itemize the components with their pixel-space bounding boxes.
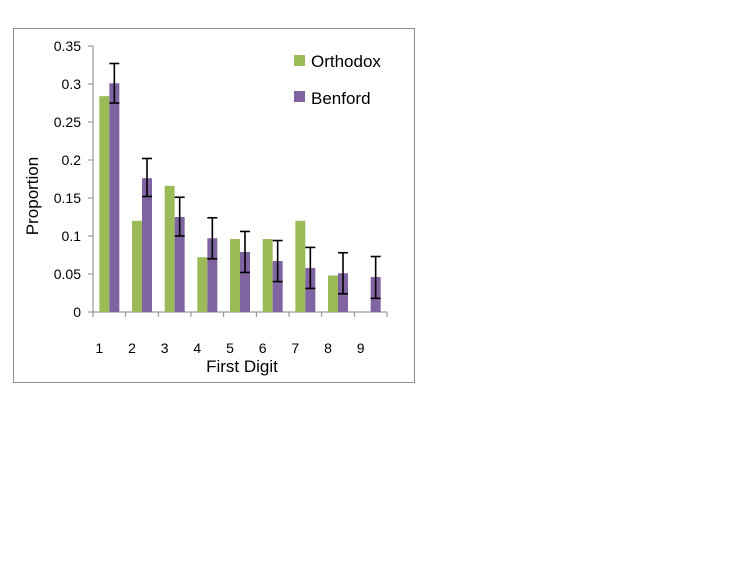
bar-benford-5: [240, 251, 250, 312]
y-tick-label: 0.05: [54, 266, 81, 282]
bar-orthodox-7: [295, 220, 306, 312]
y-tick-label: 0: [73, 304, 81, 320]
bar-orthodox-2: [132, 220, 142, 312]
x-tick-label-9: 9: [357, 340, 365, 356]
x-tick-label-1: 1: [95, 340, 103, 356]
y-tick-label: 0.2: [62, 152, 82, 168]
plot-area: 0 0.05 0.1 0.15 0.2 0.25 0.3 0.35 1 2 3 4 5 6 7 8 9: [54, 38, 388, 356]
y-axis-title: Proportion: [23, 157, 42, 235]
y-tick-label: 0.25: [54, 114, 81, 130]
x-tick-label-6: 6: [259, 340, 267, 356]
x-tick-label-4: 4: [193, 340, 201, 356]
bar-benford-7: [305, 267, 316, 312]
bar-orthodox-3: [164, 185, 175, 312]
x-tick-label-7: 7: [291, 340, 299, 356]
bar-orthodox-8: [328, 275, 338, 312]
chart-frame: 0 0.05 0.1 0.15 0.2 0.25 0.3 0.35 1 2 3 4 5 6 7 8 9 Prop…: [13, 28, 415, 383]
bar-orthodox-4: [197, 257, 208, 312]
x-tick-label-2: 2: [128, 340, 136, 356]
bar-orthodox-6: [262, 239, 273, 312]
legend-swatch-orthodox: [294, 55, 305, 66]
y-tick-label: 0.1: [62, 228, 82, 244]
x-axis-title: First Digit: [206, 357, 278, 376]
y-tick-label: 0.35: [54, 38, 81, 54]
legend-label-orthodox: Orthodox: [311, 52, 381, 71]
bar-orthodox-1: [99, 96, 110, 312]
x-tick-label-3: 3: [161, 340, 169, 356]
chart-svg: 0 0.05 0.1 0.15 0.2 0.25 0.3 0.35 1 2 3 4 5 6 7 8 9 Prop…: [23, 38, 388, 376]
legend-label-benford: Benford: [311, 89, 371, 108]
legend-swatch-benford: [294, 91, 305, 102]
legend: Orthodox Benford: [294, 52, 381, 108]
y-tick-label: 0.3: [62, 76, 82, 92]
bar-orthodox-5: [230, 239, 240, 312]
x-tick-label-5: 5: [226, 340, 234, 356]
x-tick-label-8: 8: [324, 340, 332, 356]
bar-benford-2: [142, 178, 152, 312]
y-tick-label: 0.15: [54, 190, 81, 206]
bar-benford-1: [109, 83, 120, 312]
bar-benford-3: [174, 217, 185, 312]
bar-benford-4: [207, 238, 218, 312]
bar-benford-6: [272, 261, 283, 312]
